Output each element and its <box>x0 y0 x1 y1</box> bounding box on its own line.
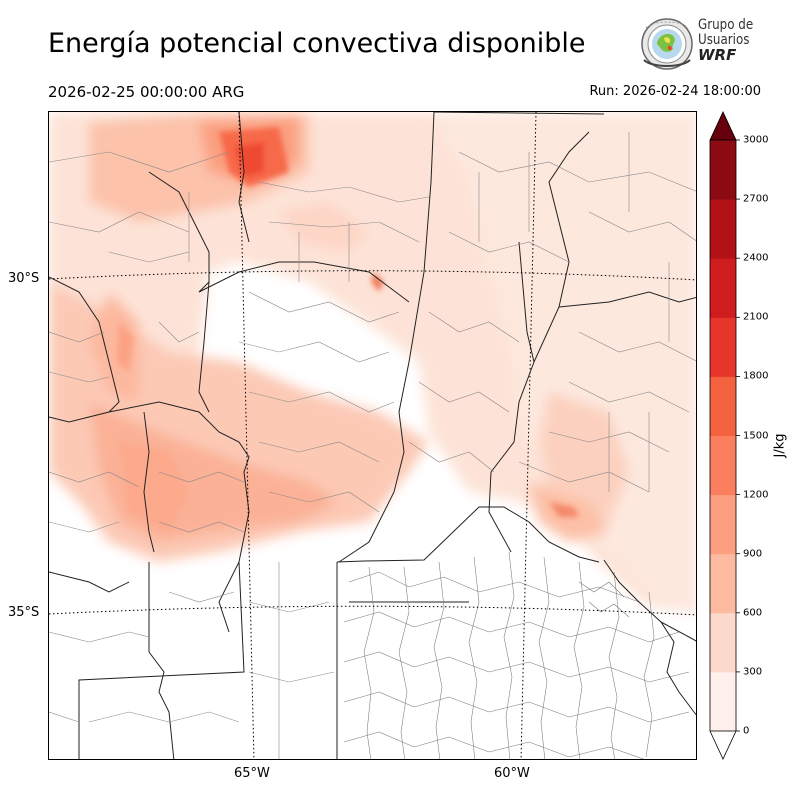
colorbar-tick-label: 900 <box>743 548 763 560</box>
globe-logo-icon <box>641 18 693 70</box>
colorbar: 0 300 600 900 1200 1500 1800 2100 2400 2700 3000 <box>705 108 795 768</box>
colorbar-swatch <box>710 317 736 377</box>
buenos-aires-partidos <box>343 551 690 759</box>
logo-text-line2: Usuarios <box>698 32 750 48</box>
run-time: Run: 2026-02-24 18:00:00 <box>589 84 761 99</box>
map-title: Energía potencial convectiva disponible <box>48 28 586 59</box>
colorbar-swatch <box>710 435 736 496</box>
lat-label-35s: 35°S <box>8 605 40 620</box>
colorbar-swatch <box>710 612 736 673</box>
logo-text-line1: Grupo de <box>698 17 754 33</box>
colorbar-swatch <box>710 258 736 318</box>
colorbar-under-triangle <box>709 730 737 760</box>
colorbar-swatches <box>709 111 740 760</box>
province-borders <box>49 112 696 759</box>
cape-map <box>48 111 697 760</box>
colorbar-swatch <box>710 376 736 436</box>
lat-label-30s: 30°S <box>8 271 40 286</box>
colorbar-tick-label: 3000 <box>743 134 769 146</box>
map-canvas <box>49 112 696 759</box>
colorbar-tick-label: 600 <box>743 607 763 619</box>
colorbar-tick-label: 2400 <box>743 252 769 264</box>
valid-time: 2026-02-25 00:00:00 ARG <box>48 83 245 101</box>
logo-text-line3: WRF <box>698 46 737 64</box>
cape-shading-detail <box>117 127 579 532</box>
colorbar-swatch <box>710 140 736 200</box>
wrf-users-logo: Grupo de Usuarios WRF <box>638 16 763 72</box>
coastline <box>603 559 696 716</box>
colorbar-tick-label: 1800 <box>743 370 769 382</box>
colorbar-over-triangle <box>709 111 737 141</box>
department-borders <box>49 132 696 759</box>
colorbar-swatch <box>710 671 736 732</box>
lon-label-65w: 65°W <box>234 766 270 781</box>
colorbar-tick-label: 300 <box>743 666 763 678</box>
colorbar-tick-label: 1200 <box>743 489 769 501</box>
colorbar-unit-label: J/kg <box>772 433 788 458</box>
colorbar-swatch <box>710 553 736 614</box>
colorbar-tick-label: 0 <box>743 725 750 737</box>
lon-label-60w: 60°W <box>494 766 530 781</box>
graticule <box>49 112 696 759</box>
colorbar-tick-label: 2100 <box>743 311 769 323</box>
colorbar-swatch <box>710 494 736 555</box>
colorbar-swatch <box>710 199 736 259</box>
colorbar-tick-label: 1500 <box>743 430 769 441</box>
colorbar-tick-label: 2700 <box>743 193 769 205</box>
